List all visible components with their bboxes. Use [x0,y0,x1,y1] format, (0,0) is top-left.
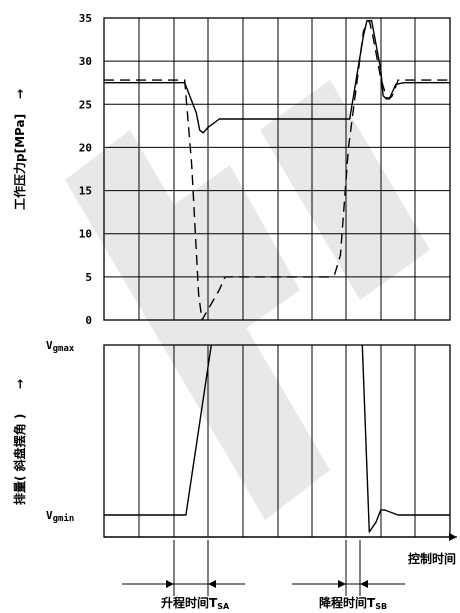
time-axis: 控制时间 [104,533,457,566]
displacement-line-1 [361,344,450,533]
fall-time-text: 降程时间T [319,595,376,610]
rise-time-text: 升程时间T [161,595,218,610]
pressure-series [104,19,450,321]
pressure-axis-arrow: → [13,89,27,99]
watermark [65,80,430,520]
fall-time-arrow-right [360,580,368,588]
displacement-axis-label: 排量( 斜盘摆角 ) [12,414,27,505]
pressure-tick-label: 30 [79,55,92,68]
pressure-plot: 0 5 10 15 20 25 30 35 工作压力p[MPa] → [12,12,451,327]
rise-time-label: 升程时间TSA [161,595,230,611]
rise-time-arrow-left [166,580,174,588]
fall-time-arrow-left [338,580,346,588]
pressure-line-solid [104,19,450,134]
displacement-line-0 [104,344,212,516]
fall-time-subscript: SB [375,602,387,611]
control-time-label: 控制时间 [408,551,456,566]
displacement-tick-label: Vgmax [46,339,75,354]
displacement-tick-label: Vgmin [46,509,74,524]
pressure-tick-label: 35 [79,12,92,25]
pressure-tick-label: 5 [85,271,92,284]
pressure-tick-label: 10 [79,228,92,241]
pressure-y-ticks: 0 5 10 15 20 25 30 35 [79,12,92,327]
rise-time-subscript: SA [217,602,230,611]
pressure-frame [103,17,451,321]
pressure-tick-label: 0 [85,314,92,327]
pressure-tick-label: 25 [79,98,92,111]
fall-time-label: 降程时间TSB [319,595,387,611]
pressure-tick-label: 20 [79,141,92,154]
rise-time-arrow-right [208,580,216,588]
displacement-tick-symbol: V [46,509,53,522]
displacement-series [104,344,450,533]
displacement-axis-arrow: → [13,379,27,389]
displacement-tick-subscript: gmin [53,513,75,524]
time-axis-arrowhead [449,533,457,541]
timing-annotations: 升程时间TSA 降程时间TSB [122,540,405,611]
displacement-tick-subscript: gmax [53,344,75,354]
displacement-tick-symbol: V [46,339,53,352]
pressure-tick-label: 15 [79,185,92,198]
pressure-line-dashed [104,19,450,321]
pressure-axis-label: 工作压力p[MPa] [12,114,27,210]
